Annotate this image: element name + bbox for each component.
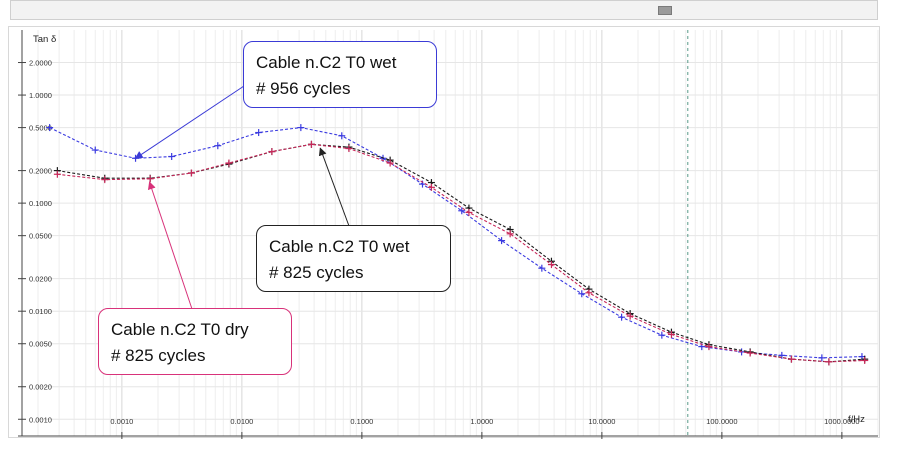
y-tick-label: 0.0020 — [29, 383, 52, 392]
data-point — [465, 208, 473, 216]
y-tick-label: 0.0100 — [29, 307, 52, 316]
annotation-wet-956: Cable n.C2 T0 wet # 956 cycles — [243, 41, 437, 108]
data-point — [458, 207, 466, 215]
data-point — [345, 145, 353, 153]
y-tick-label: 0.0010 — [29, 415, 52, 424]
scrollbar-thumb-icon[interactable] — [658, 6, 672, 15]
annotation-line: # 956 cycles — [256, 79, 351, 98]
x-tick-label: 0.1000 — [350, 417, 373, 426]
data-point — [547, 261, 555, 269]
data-point — [91, 146, 99, 154]
y-tick-label: 0.2000 — [29, 167, 52, 176]
data-point — [427, 183, 435, 191]
data-point — [861, 356, 869, 364]
data-point — [338, 132, 346, 140]
x-tick-label: 100.0000 — [706, 417, 737, 426]
data-point — [787, 355, 795, 363]
y-axis-label: Tan δ — [33, 34, 56, 45]
x-tick-label: 1000.0000 — [824, 417, 859, 426]
y-tick-label: 0.1000 — [29, 199, 52, 208]
data-point — [187, 169, 195, 177]
annotation-line: Cable n.C2 T0 dry — [111, 320, 249, 339]
data-point — [538, 264, 546, 272]
x-tick-label: 0.0100 — [230, 417, 253, 426]
data-point — [667, 330, 675, 338]
data-point — [101, 176, 109, 184]
data-point — [146, 175, 154, 183]
series-layer — [46, 124, 869, 366]
data-point — [297, 124, 305, 132]
data-point — [778, 351, 786, 359]
annotation-line: # 825 cycles — [111, 346, 206, 365]
data-point — [386, 159, 394, 167]
data-point — [53, 170, 61, 178]
data-point — [225, 159, 233, 167]
annotation-line: Cable n.C2 T0 wet — [256, 53, 397, 72]
plot-frame — [8, 26, 880, 438]
annotation-dry-825: Cable n.C2 T0 dry # 825 cycles — [98, 308, 292, 375]
annotation-arrow — [318, 147, 350, 227]
y-tick-label: 2.0000 — [29, 59, 52, 68]
x-tick-label: 0.0010 — [110, 417, 133, 426]
data-point — [255, 129, 263, 137]
horizontal-scrollbar[interactable] — [10, 0, 878, 20]
annotation-arrow — [147, 181, 193, 310]
y-tick-label: 0.0200 — [29, 275, 52, 284]
annotation-line: Cable n.C2 T0 wet — [269, 237, 410, 256]
y-tick-label: 0.0050 — [29, 340, 52, 349]
annotation-arrow — [134, 81, 251, 159]
data-point — [578, 290, 586, 298]
annotation-arrows — [134, 81, 350, 310]
annotation-line: # 825 cycles — [269, 263, 364, 282]
y-tick-label: 0.5000 — [29, 124, 52, 133]
data-point — [618, 313, 626, 321]
x-tick-label: 1.0000 — [470, 417, 493, 426]
data-point — [214, 142, 222, 150]
y-tick-label: 0.0500 — [29, 232, 52, 241]
data-point — [825, 358, 833, 366]
data-point — [585, 289, 593, 297]
data-point — [498, 237, 506, 245]
data-point — [746, 349, 754, 357]
data-point — [268, 148, 276, 156]
x-tick-label: 10.0000 — [588, 417, 615, 426]
grid-lines — [37, 30, 879, 436]
axes: 2.0000 1.0000 0.5000 0.2000 0.1000 0.0500 0.02… — [18, 30, 878, 439]
annotation-wet-825: Cable n.C2 T0 wet # 825 cycles — [256, 225, 451, 292]
data-point — [705, 343, 713, 351]
data-point — [818, 354, 826, 362]
data-point — [307, 140, 315, 148]
x-axis-label: f/Hz — [848, 414, 865, 425]
data-point — [506, 230, 514, 238]
y-tick-label: 1.0000 — [29, 91, 52, 100]
data-point — [168, 153, 176, 161]
data-point — [626, 312, 634, 320]
data-point — [658, 331, 666, 339]
data-point — [46, 124, 54, 132]
